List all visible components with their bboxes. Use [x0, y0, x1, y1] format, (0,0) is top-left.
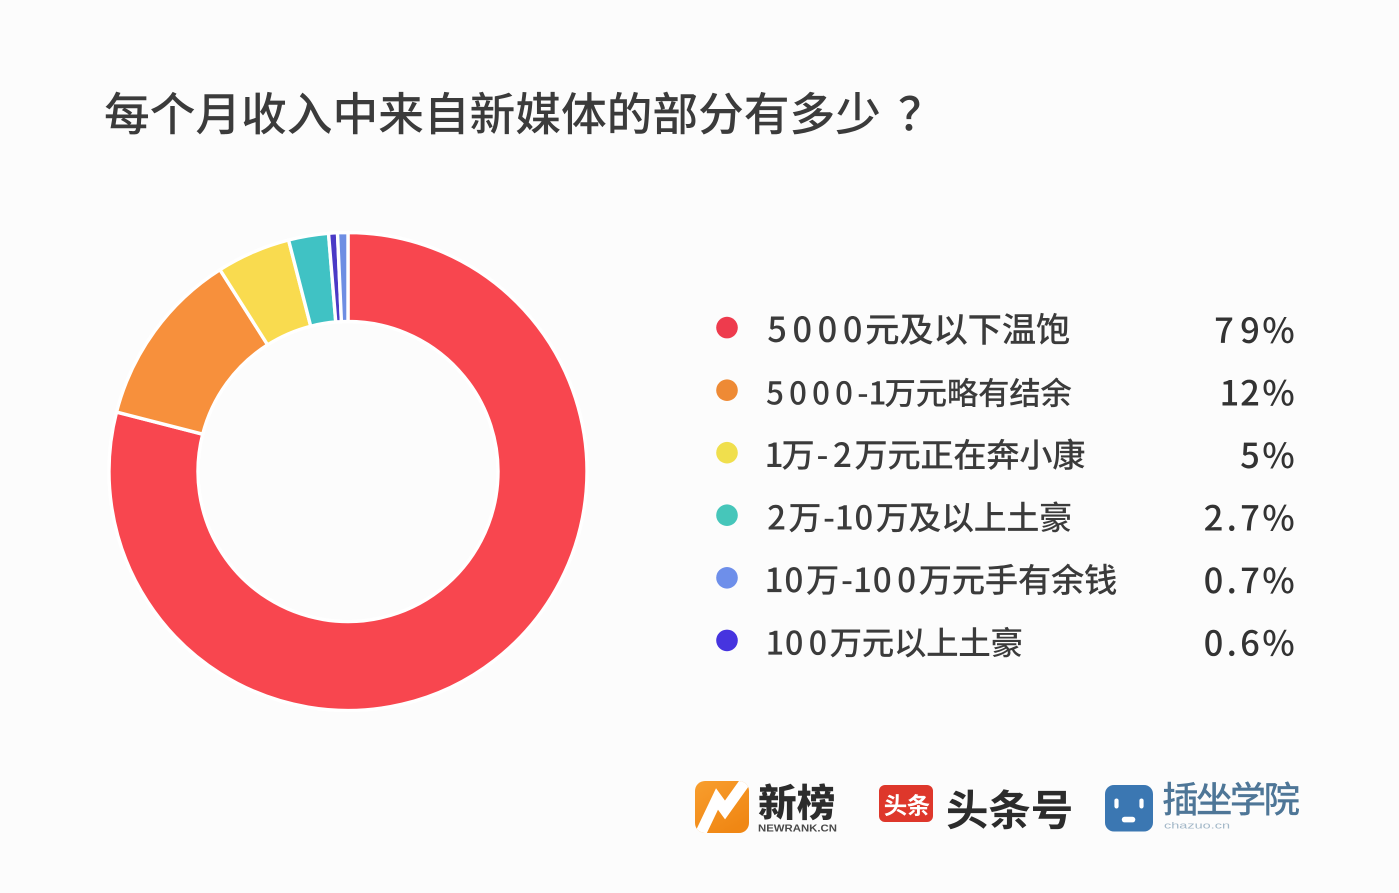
svg-text:NEWRANK.CN: NEWRANK.CN	[758, 824, 837, 835]
svg-text:chazuo.cn: chazuo.cn	[1164, 821, 1230, 832]
